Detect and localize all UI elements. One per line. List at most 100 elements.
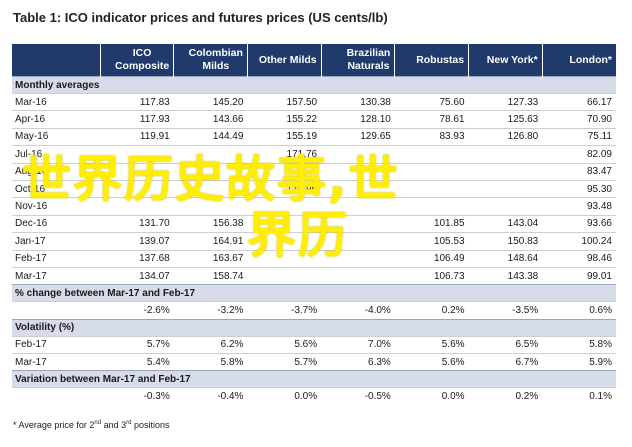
table-cell: 0.0%	[247, 387, 322, 405]
table-cell	[247, 214, 322, 233]
table-row: Mar-16 117.83 145.20 157.50 130.38 75.60 127.3…	[12, 92, 616, 111]
table-cell: 145.20	[173, 92, 248, 111]
table-cell	[394, 162, 469, 181]
table-cell	[247, 232, 322, 251]
table-row: Oct-16 178.96 95.30	[12, 179, 616, 198]
table-cell: 157.50	[247, 92, 322, 111]
table-cell	[173, 197, 248, 216]
table-row: Mar-17 5.4% 5.8% 5.7% 6.3% 5.6% 6.7% 5.9%	[12, 353, 616, 371]
table-cell: 5.8%	[542, 335, 616, 354]
row-label: Mar-17	[12, 266, 101, 285]
table-cell: 143.66	[173, 110, 248, 129]
column-header-colombian-milds: Colombian Milds	[173, 44, 248, 77]
table-row: -2.6% -3.2% -3.7% -4.0% 0.2% -3.5% 0.6%	[12, 301, 616, 320]
table-row: Feb-17 5.7% 6.2% 5.6% 7.0% 5.6% 6.5% 5.8%	[12, 335, 616, 354]
table-cell	[247, 266, 322, 285]
table-cell	[321, 179, 395, 198]
table-row: Aug-16 83.47	[12, 162, 616, 181]
table-title: Table 1: ICO indicator prices and future…	[13, 10, 388, 25]
table-cell: 5.8%	[173, 353, 248, 371]
section-label: Volatility (%)	[12, 318, 616, 337]
table-cell: -0.5%	[321, 387, 395, 405]
row-label: Aug-16	[12, 162, 101, 181]
table-cell: 78.61	[394, 110, 469, 129]
table-cell: 106.49	[394, 249, 469, 268]
column-header-robustas: Robustas	[394, 44, 469, 77]
table-cell: 131.70	[100, 214, 174, 233]
column-header-other-milds: Other Milds	[246, 44, 322, 77]
table-cell: -0.3%	[100, 387, 174, 405]
table-cell: 7.0%	[321, 335, 395, 354]
row-label: Jan-17	[12, 232, 101, 251]
row-label: Feb-17	[12, 335, 101, 354]
section-header-row: Variation between Mar-17 and Feb-17	[12, 370, 616, 388]
column-header-london: London*	[541, 44, 616, 77]
table-cell: 125.63	[468, 110, 543, 129]
row-label	[12, 301, 101, 320]
table-cell: -3.2%	[173, 301, 248, 320]
section-label: Variation between Mar-17 and Feb-17	[12, 370, 616, 388]
table-row: May-16 119.91 144.49 155.19 129.65 83.93 126.8…	[12, 127, 616, 146]
table-row: Mar-17 134.07 158.74 106.73 143.38 99.01	[12, 266, 616, 285]
table-cell: 5.6%	[394, 353, 469, 371]
table-row: Jan-17 139.07 164.91 105.53 150.83 100.24	[12, 232, 616, 251]
table-cell	[173, 145, 248, 164]
footnote: * Average price for 2nd and 3rd position…	[13, 420, 170, 430]
table-cell: 100.24	[542, 232, 616, 251]
ico-price-table: ICO Composite Colombian Milds Other Mild…	[12, 44, 616, 405]
table-cell: 127.33	[468, 92, 543, 111]
table-row: Jul-16 171.76 82.09	[12, 145, 616, 164]
section-header-row: % change between Mar-17 and Feb-17	[12, 284, 616, 302]
table-cell	[100, 145, 174, 164]
table-cell: -0.4%	[173, 387, 248, 405]
table-cell: 0.6%	[542, 301, 616, 320]
table-cell: -3.7%	[247, 301, 322, 320]
table-cell: 178.96	[247, 179, 322, 198]
table-cell	[468, 197, 543, 216]
row-label: Feb-17	[12, 249, 101, 268]
table-cell: 139.07	[100, 232, 174, 251]
table-cell: 5.9%	[542, 353, 616, 371]
table-cell: 155.19	[247, 127, 322, 146]
table-cell: 75.11	[542, 127, 616, 146]
table-row: Apr-16 117.93 143.66 155.22 128.10 78.61 125.6…	[12, 110, 616, 129]
table-cell	[247, 249, 322, 268]
table-cell	[468, 162, 543, 181]
row-label: Mar-16	[12, 92, 101, 111]
table-cell	[321, 266, 395, 285]
table-cell	[321, 145, 395, 164]
table-cell	[247, 197, 322, 216]
table-cell: 5.7%	[100, 335, 174, 354]
table-cell: 70.90	[542, 110, 616, 129]
table-cell: 93.48	[542, 197, 616, 216]
table-cell: 93.66	[542, 214, 616, 233]
table-cell: 117.83	[100, 92, 174, 111]
row-label: Nov-16	[12, 197, 101, 216]
table-cell: 126.80	[468, 127, 543, 146]
table-cell: 6.5%	[468, 335, 543, 354]
table-cell: 143.38	[468, 266, 543, 285]
table-cell	[468, 179, 543, 198]
table-cell: 5.4%	[100, 353, 174, 371]
table-cell: 5.6%	[247, 335, 322, 354]
table-row: Dec-16 131.70 156.38 101.85 143.04 93.66	[12, 214, 616, 233]
table-row: -0.3% -0.4% 0.0% -0.5% 0.0% 0.2% 0.1%	[12, 387, 616, 405]
section-header-row: Monthly averages	[12, 76, 616, 94]
table-cell: 83.47	[542, 162, 616, 181]
table-cell	[321, 232, 395, 251]
column-header-ico-composite: ICO Composite	[99, 44, 174, 77]
table-cell: 99.01	[542, 266, 616, 285]
table-cell: 148.64	[468, 249, 543, 268]
table-cell: 143.04	[468, 214, 543, 233]
table-cell: 137.68	[100, 249, 174, 268]
row-label	[12, 387, 101, 405]
table-cell: 150.83	[468, 232, 543, 251]
section-label: Monthly averages	[12, 76, 616, 94]
table-cell	[468, 145, 543, 164]
table-cell: 134.07	[100, 266, 174, 285]
table-cell: 117.93	[100, 110, 174, 129]
table-cell	[321, 214, 395, 233]
section-label: % change between Mar-17 and Feb-17	[12, 284, 616, 302]
header-row: ICO Composite Colombian Milds Other Mild…	[12, 44, 616, 77]
table-cell: 95.30	[542, 179, 616, 198]
